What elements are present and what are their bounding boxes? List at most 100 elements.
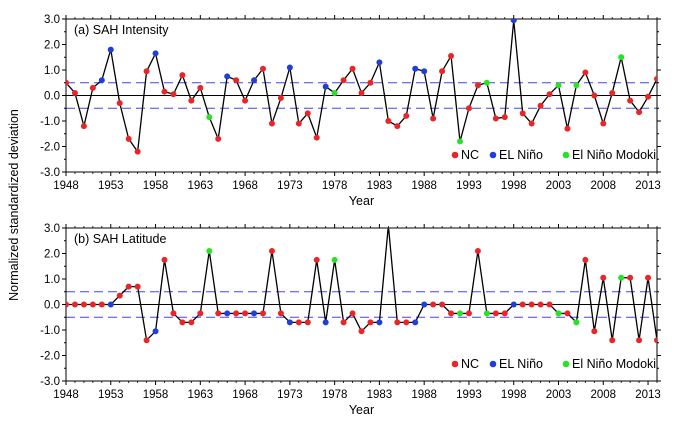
legend-item: EL Niño [489, 357, 543, 371]
data-point [89, 84, 96, 91]
legend-label: NC [461, 357, 479, 371]
data-point [277, 310, 284, 317]
data-point [152, 50, 159, 57]
data-point [71, 89, 78, 96]
data-point [349, 310, 356, 317]
data-point [492, 310, 499, 317]
data-point [89, 301, 96, 308]
y-tick-label: -2.0 [40, 351, 60, 363]
data-point [412, 319, 419, 326]
x-tick-label: 1953 [98, 180, 124, 192]
legend-label: EL Niño [499, 357, 543, 371]
legend-item: El Niño Modoki [562, 148, 656, 162]
x-tick-label: 1983 [367, 389, 393, 401]
data-point [582, 69, 589, 76]
y-tick-label: -1.0 [40, 325, 60, 337]
data-point [340, 77, 347, 84]
data-point [492, 115, 499, 122]
legend-item: EL Niño [489, 148, 543, 162]
x-tick-label: 1993 [456, 180, 482, 192]
data-point [385, 118, 392, 124]
data-point [376, 59, 383, 66]
x-tick-label: 1988 [411, 389, 437, 401]
data-point [322, 319, 329, 326]
data-point [394, 123, 401, 130]
data-point [367, 319, 374, 326]
x-tick-label: 2003 [546, 389, 572, 401]
data-point [501, 310, 508, 317]
data-point [609, 89, 616, 96]
x-tick-label: 2003 [546, 180, 572, 192]
data-point [465, 310, 472, 317]
data-point [600, 120, 607, 127]
data-point [430, 115, 437, 122]
data-point [474, 82, 481, 89]
data-point [412, 65, 419, 72]
data-point [627, 97, 634, 104]
data-point [170, 91, 177, 98]
data-point [430, 301, 437, 308]
data-point [197, 310, 204, 317]
data-point [501, 114, 508, 121]
data-point [188, 319, 195, 326]
data-point [161, 256, 168, 263]
y-tick-label: 0.0 [44, 91, 60, 103]
data-point [457, 310, 463, 317]
data-point [340, 319, 347, 326]
data-point [197, 84, 204, 91]
data-point [448, 310, 455, 317]
data-point [125, 135, 132, 142]
data-point [98, 301, 105, 308]
x-tick-label: 2008 [590, 180, 616, 192]
legend-item: NC [451, 148, 479, 162]
legend-marker [489, 151, 497, 159]
data-point [510, 19, 517, 24]
y-tick-label: 1.0 [44, 65, 60, 77]
data-point [286, 319, 293, 326]
data-point [474, 247, 481, 254]
data-point [268, 120, 275, 127]
data-point [645, 93, 652, 100]
data-point [331, 89, 338, 96]
legend-item: NC [451, 357, 479, 371]
data-point [510, 301, 517, 308]
x-tick-label: 1963 [188, 389, 214, 401]
legend-label: El Niño Modoki [572, 148, 656, 162]
data-point [206, 114, 213, 121]
y-tick-label: 2.0 [44, 249, 60, 261]
x-tick-label: 1998 [501, 389, 527, 401]
x-tick-label: 1978 [322, 180, 348, 192]
data-point [573, 82, 580, 89]
panel-title: (b) SAH Latitude [74, 232, 166, 246]
y-tick-label: 3.0 [44, 14, 60, 26]
data-point [483, 79, 490, 86]
y-tick-label: 3.0 [44, 223, 60, 235]
data-point [519, 110, 526, 117]
data-point [403, 319, 410, 326]
legend-label: NC [461, 148, 479, 162]
data-point [161, 88, 168, 95]
legend-marker [562, 360, 570, 368]
data-point [528, 301, 535, 308]
x-tick-label: 1963 [188, 180, 214, 192]
data-point [439, 301, 446, 308]
data-point [555, 82, 562, 89]
data-point [564, 125, 571, 132]
data-point [170, 310, 177, 317]
legend-marker [451, 151, 459, 159]
data-point [224, 73, 231, 80]
data-point [591, 92, 598, 99]
x-tick-label: 1973 [277, 180, 303, 192]
x-tick-label: 1973 [277, 389, 303, 401]
y-tick-label: -3.0 [40, 376, 60, 388]
data-point [618, 54, 625, 61]
data-point [304, 319, 311, 326]
data-point [268, 247, 275, 254]
data-point [295, 120, 302, 127]
data-point [654, 75, 657, 82]
data-point [483, 310, 490, 317]
x-tick-label: 1983 [367, 180, 393, 192]
data-point [555, 310, 562, 317]
x-tick-label: 1948 [53, 389, 79, 401]
